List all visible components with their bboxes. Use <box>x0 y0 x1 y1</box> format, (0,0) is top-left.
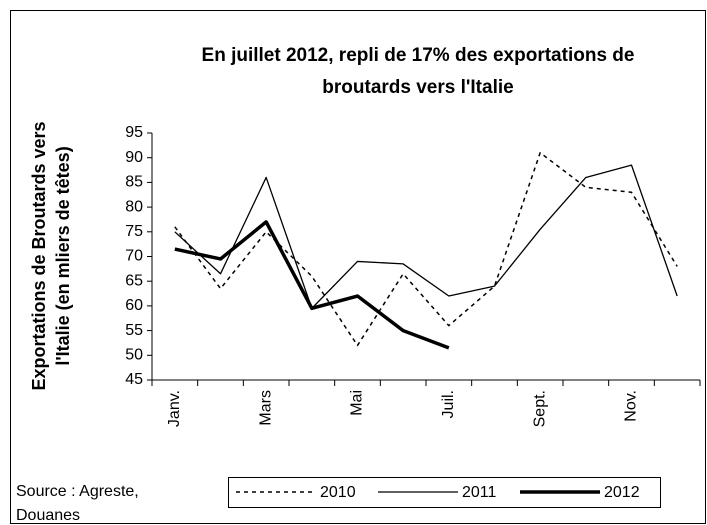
x-tick-label: Sept. <box>531 390 548 427</box>
y-tick-label: 85 <box>125 174 143 191</box>
series-line <box>174 152 678 347</box>
x-tick-label: Nov. <box>623 390 640 422</box>
source: Douanes <box>16 507 80 524</box>
x-tick-label: Juil. <box>440 390 457 418</box>
chart-title: broutards vers l'Italie <box>322 77 513 98</box>
y-tick-label: 70 <box>125 248 143 265</box>
series-line <box>174 220 450 350</box>
y-tick-label: 60 <box>125 297 143 314</box>
source: Source : Agreste, <box>16 483 139 500</box>
y-tick-label: 80 <box>125 198 143 215</box>
legend-label: 2010 <box>320 484 356 501</box>
y-tick-label: 65 <box>125 272 143 289</box>
y-tick-label: 75 <box>125 223 143 240</box>
x-tick-label: Mars <box>257 390 274 426</box>
y-tick-label: 50 <box>125 347 143 364</box>
chart-border <box>10 10 706 524</box>
y-axis-label: Exportations de Broutards vers <box>29 121 49 390</box>
legend-label: 2012 <box>604 484 640 501</box>
legend-label: 2011 <box>462 484 497 501</box>
y-tick-label: 45 <box>125 371 143 388</box>
chart-title: En juillet 2012, repli de 17% des export… <box>202 45 635 66</box>
y-tick-label: 55 <box>125 322 143 339</box>
x-tick-label: Janv. <box>166 390 183 427</box>
y-tick-label: 95 <box>125 124 143 141</box>
y-axis-label: l'Italie (en mliers de têtes) <box>53 146 73 365</box>
x-tick-label: Mai <box>349 390 366 416</box>
y-tick-label: 90 <box>125 149 143 166</box>
series-line <box>174 164 678 310</box>
